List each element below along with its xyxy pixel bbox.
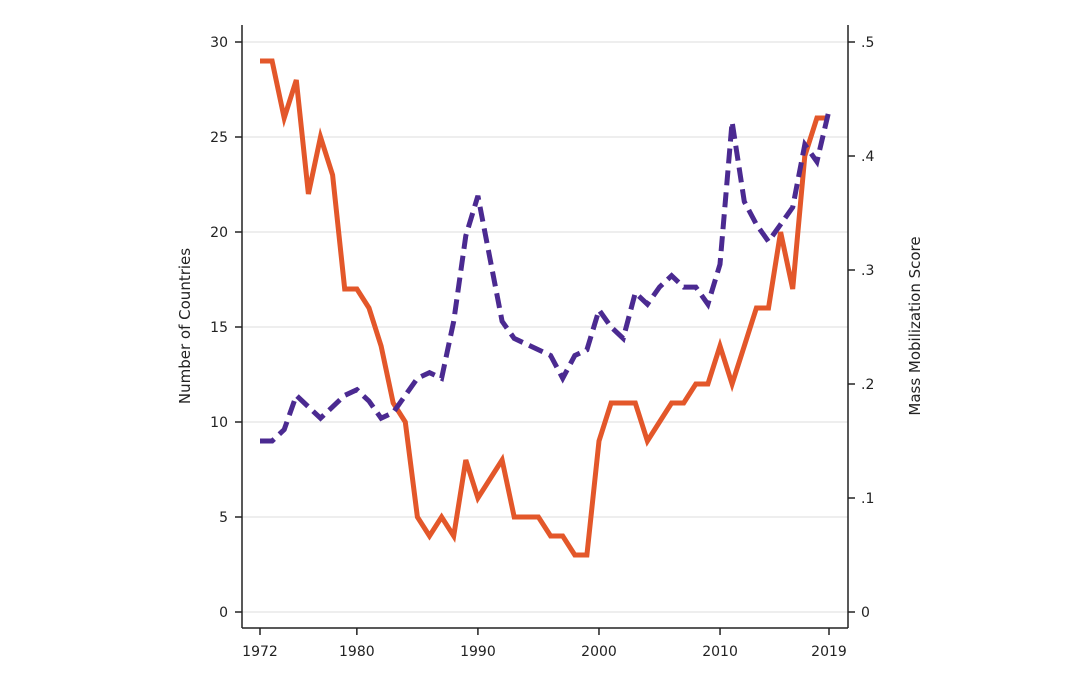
x-tick-label: 1972 xyxy=(242,644,278,660)
gridlines xyxy=(242,41,848,613)
x-tick-label: 1980 xyxy=(339,644,375,660)
right-y-tick-label: .2 xyxy=(861,377,874,393)
left-y-tick-label: 0 xyxy=(219,605,228,621)
x-tick-label: 2000 xyxy=(581,644,617,660)
left-y-tick-label: 20 xyxy=(210,225,228,241)
right-y-tick-label: .5 xyxy=(861,35,874,51)
series-line-mass-mobilization-score xyxy=(260,109,832,444)
x-tick-label: 2010 xyxy=(702,644,738,660)
left-y-tick-label: 15 xyxy=(210,320,228,336)
right-y-axis-title: Mass Mobilization Score xyxy=(906,236,924,415)
series-lines xyxy=(260,58,832,558)
x-tick-label: 2019 xyxy=(811,644,847,660)
right-y-tick-label: 0 xyxy=(861,605,870,621)
series-line-number-of-countries xyxy=(260,58,829,558)
left-y-tick-label: 30 xyxy=(210,35,228,51)
left-y-tick-label: 5 xyxy=(219,510,228,526)
left-y-axis-title: Number of Countries xyxy=(176,248,194,404)
right-y-tick-label: .1 xyxy=(861,491,874,507)
ticks: 0 5 10 15 20 25 30 0 .1 .2 .3 .4 .5 1972 1980 1990 2000 2… xyxy=(210,35,874,660)
x-tick-label: 1990 xyxy=(460,644,496,660)
left-y-tick-label: 10 xyxy=(210,415,228,431)
right-y-tick-label: .3 xyxy=(861,263,874,279)
left-y-tick-label: 25 xyxy=(210,130,228,146)
right-y-tick-label: .4 xyxy=(861,149,874,165)
